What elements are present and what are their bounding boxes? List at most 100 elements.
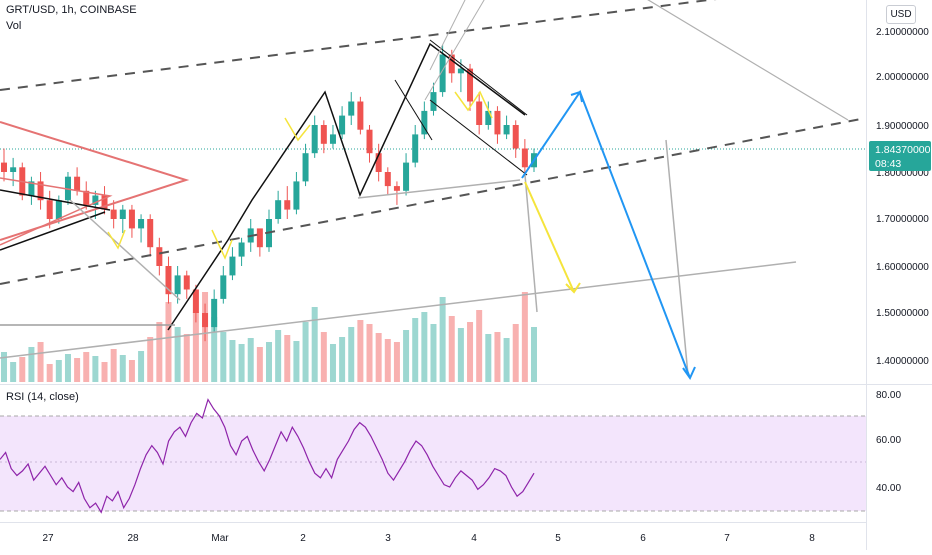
candle — [1, 162, 7, 172]
candle — [10, 167, 17, 172]
candle — [156, 247, 163, 266]
volume-bar — [10, 362, 17, 382]
upper-channel-line[interactable] — [0, 0, 866, 91]
volume-bar — [284, 335, 291, 382]
volume-bar — [83, 352, 90, 382]
time-tick-label: Mar — [211, 533, 229, 544]
upper-gray-line[interactable] — [640, 0, 849, 121]
volume-bar — [19, 357, 26, 382]
volume-bar — [521, 292, 528, 382]
candle — [503, 125, 510, 135]
volume-bar — [110, 349, 117, 382]
candle — [348, 101, 355, 116]
candle — [430, 92, 437, 111]
candle — [512, 125, 519, 149]
wedge-line-3[interactable] — [429, 99, 528, 176]
time-axis[interactable]: 27 28 Mar 2 3 4 5 6 7 8 — [42, 533, 815, 544]
target-gray-line[interactable] — [665, 139, 689, 376]
drawings[interactable] — [0, 0, 867, 381]
candle — [284, 200, 291, 210]
candle — [329, 134, 336, 144]
volume-bar — [192, 312, 199, 382]
volume-bar — [366, 324, 373, 382]
volume-bar — [503, 338, 510, 382]
candle — [357, 101, 364, 130]
candle — [128, 209, 135, 229]
candle — [339, 115, 346, 135]
price-axis[interactable]: 2.10000000 2.00000000 1.90000000 1.80000… — [876, 27, 929, 367]
volume-bar — [311, 307, 318, 382]
candle — [174, 275, 181, 295]
wedge-line-2[interactable] — [429, 39, 528, 116]
volume-bar — [439, 297, 446, 382]
volume-bar — [183, 334, 190, 382]
diagonal-gray[interactable] — [69, 199, 181, 301]
time-tick-label: 7 — [724, 533, 730, 544]
rsi-line — [0, 398, 535, 514]
volume-legend[interactable]: Vol — [6, 20, 22, 32]
yellow-wave-1 — [107, 229, 126, 250]
lower-channel-line[interactable] — [0, 117, 867, 285]
rsi-band — [0, 416, 866, 511]
trend-line-1[interactable] — [0, 211, 106, 251]
blue-up-arrowhead — [570, 90, 583, 103]
volume-bar — [55, 360, 62, 382]
volume-bar — [165, 302, 172, 382]
candle — [183, 275, 190, 290]
volume-bar — [128, 360, 135, 382]
bear-projection-line[interactable] — [524, 181, 575, 293]
volume-bar — [64, 354, 71, 382]
volume-bar — [512, 324, 519, 382]
price-tick-label: 1.70000000 — [876, 214, 929, 225]
candle — [46, 200, 53, 219]
drop-line-gray[interactable] — [524, 174, 538, 313]
volume-bar — [494, 332, 501, 382]
volume-bar — [266, 342, 272, 382]
candle — [119, 209, 126, 219]
volume-bar — [375, 333, 382, 382]
volume-bar — [302, 322, 309, 382]
candle — [476, 101, 483, 125]
candle — [320, 125, 327, 144]
price-tick-label: 1.90000000 — [876, 121, 929, 132]
time-tick-label: 4 — [471, 533, 477, 544]
candle — [293, 181, 300, 210]
candle — [256, 228, 263, 248]
time-tick-label: 5 — [555, 533, 561, 544]
time-tick-label: 8 — [809, 533, 815, 544]
candle — [74, 176, 81, 191]
candle — [110, 209, 117, 219]
last-price-badge: 1.84370000 08:43 — [869, 141, 931, 171]
triangle-inner[interactable] — [0, 177, 113, 246]
time-tick-label: 28 — [127, 533, 139, 544]
currency-button[interactable]: USD — [886, 5, 916, 24]
time-tick-label: 2 — [300, 533, 306, 544]
rsi-tick-label: 60.00 — [876, 435, 901, 446]
candle — [238, 242, 245, 257]
blue-down-arrowhead — [682, 366, 696, 381]
neckline[interactable] — [357, 179, 521, 199]
triangle-pattern[interactable] — [0, 121, 190, 241]
candle — [192, 289, 199, 313]
trend-line-2[interactable] — [0, 189, 111, 211]
price-tick-label: 2.00000000 — [876, 72, 929, 83]
fan-line-2[interactable] — [429, 0, 470, 71]
wedge-line-1[interactable] — [394, 79, 433, 141]
volume-bar — [138, 351, 145, 382]
volume-bar — [46, 364, 53, 382]
yellow-wave-2 — [211, 229, 233, 260]
zigzag-line[interactable] — [167, 42, 526, 331]
volume-bar — [485, 334, 492, 382]
volume-bar — [393, 342, 400, 382]
candle — [393, 186, 400, 191]
rsi-axis[interactable]: 80.00 60.00 40.00 — [876, 390, 901, 494]
symbol-legend[interactable]: GRT/USD, 1h, COINBASE — [6, 4, 137, 16]
long-support-line[interactable] — [0, 261, 797, 359]
price-tick-label: 1.40000000 — [876, 356, 929, 367]
fan-line-1[interactable] — [424, 0, 490, 101]
volume-bars — [1, 292, 537, 382]
rsi-legend[interactable]: RSI (14, close) — [6, 391, 79, 403]
volume-bar — [476, 310, 483, 382]
